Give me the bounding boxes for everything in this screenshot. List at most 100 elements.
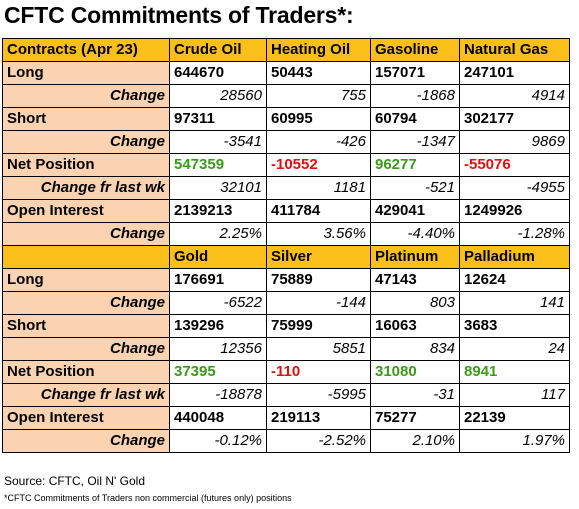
column-header: Gasoline [370,38,460,62]
value-cell: 157071 [370,61,460,85]
row-label: Net Position [2,360,170,384]
value-cell: -521 [370,176,460,200]
column-header: Gold [169,245,267,269]
value-cell: 141 [459,291,570,315]
value-cell: -4955 [459,176,570,200]
value-cell: 12624 [459,268,570,292]
value-cell: 8941 [459,360,570,384]
row-label: Change [2,84,170,108]
value-cell: 2.10% [370,429,460,453]
value-cell: -3541 [169,130,267,154]
value-cell: 547359 [169,153,267,177]
row-label: Long [2,268,170,292]
column-header: Crude Oil [169,38,267,62]
header-row: Gold Silver Platinum Palladium [2,245,570,269]
value-cell: -0.12% [169,429,267,453]
value-cell: 803 [370,291,460,315]
value-cell: 5851 [266,337,371,361]
row-label: Change fr last wk [2,383,170,407]
column-header: Platinum [370,245,460,269]
table-row: Net Position 37395 -110 31080 8941 [2,360,570,384]
value-cell: 644670 [169,61,267,85]
table-row: Change -0.12% -2.52% 2.10% 1.97% [2,429,570,453]
value-cell: 1249926 [459,199,570,223]
column-header: Heating Oil [266,38,371,62]
value-cell: 60995 [266,107,371,131]
row-label: Short [2,314,170,338]
value-cell: 247101 [459,61,570,85]
value-cell: -31 [370,383,460,407]
value-cell: 2.25% [169,222,267,246]
value-cell: 22139 [459,406,570,430]
table-row: Change fr last wk 32101 1181 -521 -4955 [2,176,570,200]
header-corner-cell [2,245,170,269]
value-cell: 75277 [370,406,460,430]
value-cell: 139296 [169,314,267,338]
row-label: Open Interest [2,199,170,223]
value-cell: 440048 [169,406,267,430]
value-cell: 16063 [370,314,460,338]
value-cell: -144 [266,291,371,315]
footnote: *CFTC Commitments of Traders non commerc… [4,493,292,503]
table-row: Long 644670 50443 157071 247101 [2,61,570,85]
table-row: Open Interest 2139213 411784 429041 1249926 [2,199,570,223]
table-row: Change -6522 -144 803 141 [2,291,570,315]
value-cell: 4914 [459,84,570,108]
row-label: Short [2,107,170,131]
value-cell: 75999 [266,314,371,338]
value-cell: 755 [266,84,371,108]
value-cell: 429041 [370,199,460,223]
value-cell: 47143 [370,268,460,292]
value-cell: 834 [370,337,460,361]
table-row: Net Position 547359 -10552 96277 -55076 [2,153,570,177]
value-cell: 2139213 [169,199,267,223]
value-cell: 3683 [459,314,570,338]
value-cell: 1181 [266,176,371,200]
value-cell: -6522 [169,291,267,315]
header-row: Contracts (Apr 23) Crude Oil Heating Oil Ga… [2,38,570,62]
value-cell: 60794 [370,107,460,131]
value-cell: 96277 [370,153,460,177]
value-cell: 32101 [169,176,267,200]
value-cell: -18878 [169,383,267,407]
value-cell: 24 [459,337,570,361]
value-cell: 117 [459,383,570,407]
value-cell: 97311 [169,107,267,131]
header-corner-cell: Contracts (Apr 23) [2,38,170,62]
row-label: Change [2,429,170,453]
value-cell: -1347 [370,130,460,154]
value-cell: 219113 [266,406,371,430]
value-cell: 37395 [169,360,267,384]
value-cell: 302177 [459,107,570,131]
value-cell: 12356 [169,337,267,361]
table-row: Short 97311 60995 60794 302177 [2,107,570,131]
table-row: Short 139296 75999 16063 3683 [2,314,570,338]
value-cell: -5995 [266,383,371,407]
value-cell: 1.97% [459,429,570,453]
table-row: Change 28560 755 -1868 4914 [2,84,570,108]
row-label: Change [2,337,170,361]
column-header: Silver [266,245,371,269]
row-label: Change [2,291,170,315]
value-cell: -10552 [266,153,371,177]
value-cell: 411784 [266,199,371,223]
row-label: Change [2,222,170,246]
row-label: Change fr last wk [2,176,170,200]
row-label: Change [2,130,170,154]
cot-table: Contracts (Apr 23) Crude Oil Heating Oil Ga… [2,38,570,453]
source-note: Source: CFTC, Oil N' Gold [4,474,145,488]
table-row: Long 176691 75889 47143 12624 [2,268,570,292]
value-cell: 176691 [169,268,267,292]
row-label: Open Interest [2,406,170,430]
table-row: Change 2.25% 3.56% -4.40% -1.28% [2,222,570,246]
table-row: Open Interest 440048 219113 75277 22139 [2,406,570,430]
row-label: Long [2,61,170,85]
value-cell: -1868 [370,84,460,108]
table-row: Change 12356 5851 834 24 [2,337,570,361]
value-cell: -4.40% [370,222,460,246]
column-header: Palladium [459,245,570,269]
value-cell: -55076 [459,153,570,177]
table-row: Change fr last wk -18878 -5995 -31 117 [2,383,570,407]
table-row: Change -3541 -426 -1347 9869 [2,130,570,154]
value-cell: 9869 [459,130,570,154]
